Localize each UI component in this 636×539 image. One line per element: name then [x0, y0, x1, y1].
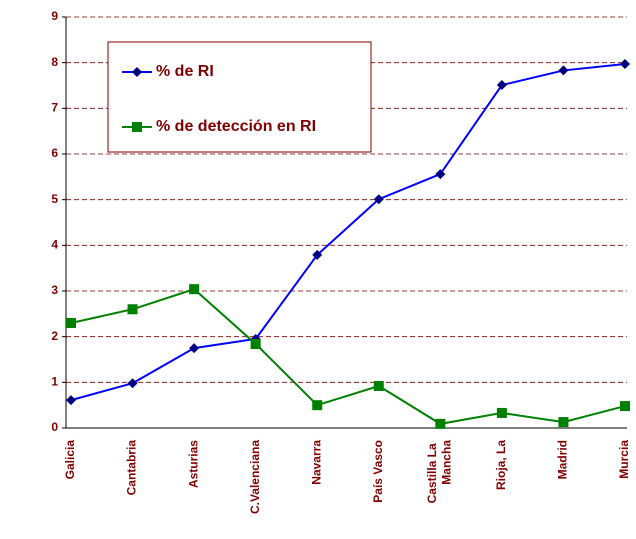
legend-marker: [132, 122, 142, 132]
data-point: [66, 317, 76, 328]
y-tick-label: 6: [51, 146, 58, 160]
data-point: [373, 194, 384, 205]
data-point: [312, 249, 323, 260]
x-tick-label: Murcia: [617, 440, 631, 479]
x-tick-label: Cantabria: [125, 440, 139, 496]
data-point: [496, 407, 507, 418]
data-point: [312, 400, 323, 411]
data-point: [558, 417, 569, 428]
y-tick-label: 1: [51, 375, 58, 389]
y-tick-label: 3: [51, 283, 58, 297]
y-tick-label: 4: [51, 238, 58, 252]
y-tick-label: 2: [51, 329, 58, 343]
data-point: [127, 378, 138, 389]
y-tick-label: 0: [51, 420, 58, 434]
data-point: [250, 338, 261, 349]
x-tick-label: País Vasco: [371, 440, 385, 503]
data-point: [66, 395, 76, 406]
x-tick-label: Navarra: [309, 440, 323, 485]
data-point: [620, 59, 630, 70]
x-tick-label: Galicia: [63, 440, 77, 480]
x-tick-label: Asturias: [186, 440, 200, 488]
data-point: [496, 80, 507, 91]
y-tick-label: 7: [51, 101, 58, 115]
legend-box: [107, 41, 372, 153]
data-point: [373, 380, 384, 391]
data-point: [189, 343, 200, 354]
x-tick-label: Madrid: [556, 440, 570, 479]
x-tick-label: C.Valenciana: [248, 440, 262, 514]
data-point: [435, 169, 446, 180]
series-line: [70, 63, 626, 402]
legend-marker: [132, 67, 142, 77]
legend-label: % de detección en RI: [156, 118, 316, 135]
y-tick-label: 5: [51, 192, 58, 206]
data-point: [558, 65, 569, 76]
x-tick-label: Rioja, La: [494, 440, 508, 490]
y-tick-label: 8: [51, 55, 58, 69]
legend-label: % de RI: [156, 63, 214, 80]
series-line: [70, 288, 626, 425]
y-tick-label: 9: [51, 9, 58, 23]
data-point: [435, 418, 446, 429]
data-point: [189, 284, 200, 295]
x-tick-label: Castilla La Mancha: [425, 440, 453, 504]
data-point: [127, 304, 138, 315]
data-point: [620, 401, 630, 412]
